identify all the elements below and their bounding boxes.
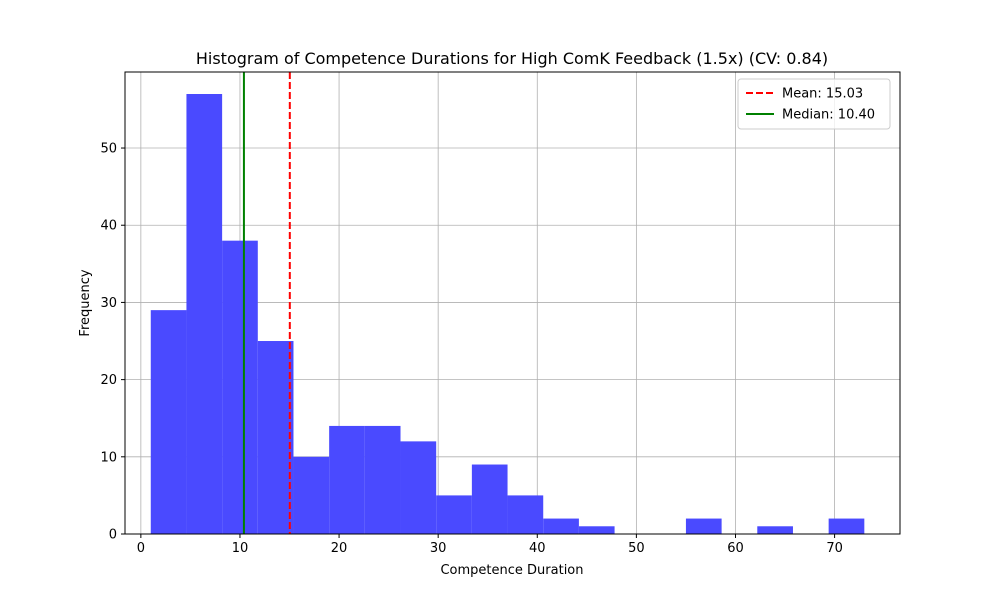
histogram-bar <box>471 464 508 534</box>
histogram-bar <box>578 526 615 534</box>
y-tick-label: 30 <box>100 296 117 311</box>
histogram-bar <box>400 441 437 534</box>
histogram-bar <box>507 495 544 534</box>
x-tick-label: 20 <box>331 541 348 556</box>
histogram-bar <box>186 94 223 534</box>
histogram-bars <box>150 94 865 534</box>
histogram-bar <box>257 341 294 534</box>
y-tick-label: 0 <box>109 528 117 543</box>
x-tick-label: 40 <box>529 541 546 556</box>
legend-entry: Mean: 15.03 <box>782 87 863 102</box>
reference-lines <box>242 72 291 534</box>
x-axis-ticks: 0 10 20 30 40 50 60 70 <box>137 534 843 556</box>
histogram-bar <box>222 240 258 534</box>
histogram-bar <box>329 425 365 534</box>
legend: Mean: 15.03 Median: 10.40 <box>737 78 891 130</box>
plot-frame <box>124 71 901 535</box>
legend-box <box>737 78 891 130</box>
chart-title: Histogram of Competence Durations for Hi… <box>196 49 828 68</box>
y-tick-label: 40 <box>100 219 117 234</box>
y-axis-label: Frequency <box>78 269 93 336</box>
histogram-bar <box>436 495 472 534</box>
histogram-bar <box>543 518 579 534</box>
y-tick-label: 10 <box>100 450 117 465</box>
x-tick-label: 70 <box>826 541 843 556</box>
x-axis-label: Competence Duration <box>440 563 583 578</box>
x-tick-label: 30 <box>430 541 447 556</box>
x-tick-label: 60 <box>727 541 744 556</box>
histogram-bar <box>150 310 187 534</box>
legend-entry: Median: 10.40 <box>782 108 875 123</box>
x-tick-label: 0 <box>137 541 145 556</box>
histogram-bar <box>828 518 865 534</box>
x-tick-label: 50 <box>628 541 645 556</box>
histogram-bar <box>685 518 722 534</box>
histogram-bar <box>757 526 793 534</box>
x-tick-label: 10 <box>232 541 249 556</box>
histogram-bar <box>293 456 330 534</box>
histogram-bar <box>364 425 401 534</box>
y-tick-label: 20 <box>100 373 117 388</box>
y-axis-ticks: 0 10 20 30 40 50 <box>100 142 125 543</box>
y-tick-label: 50 <box>100 142 117 157</box>
